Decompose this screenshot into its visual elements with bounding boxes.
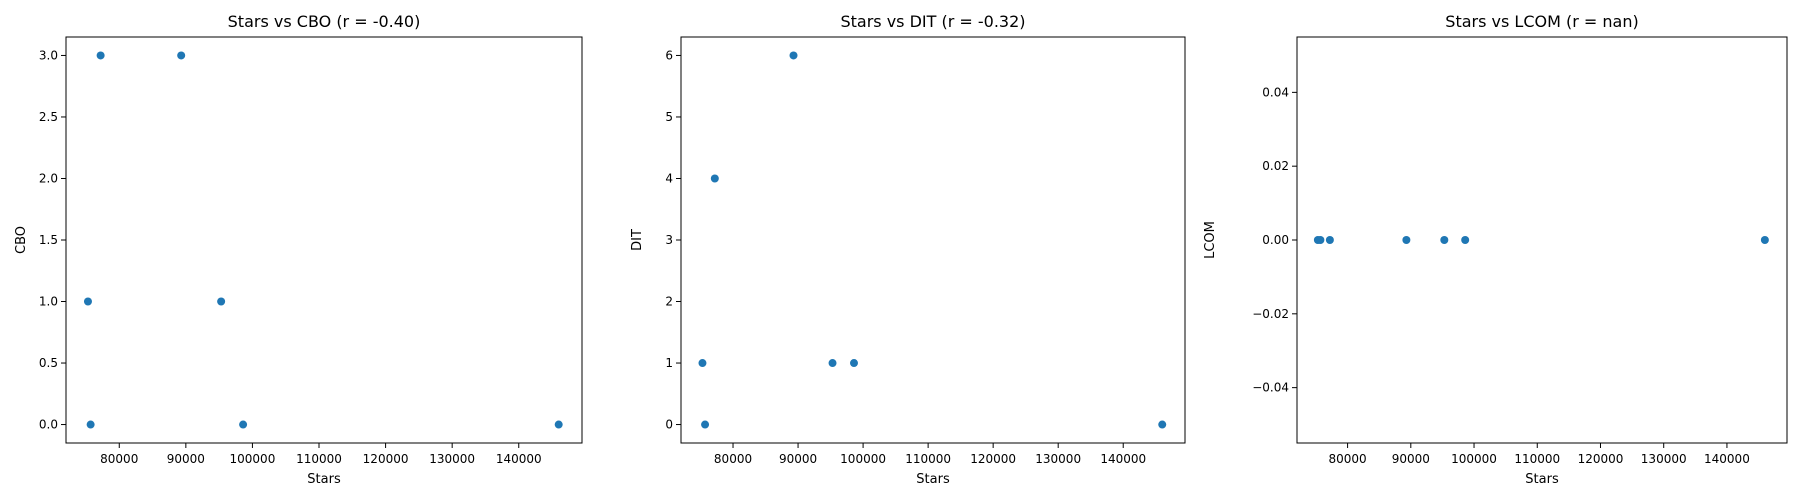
data-point (1440, 236, 1449, 244)
chart-title: Stars vs CBO (r = -0.40) (228, 12, 421, 31)
data-point (1760, 236, 1769, 244)
x-tick-label: 110000 (296, 452, 342, 466)
x-tick-label: 120000 (363, 452, 409, 466)
data-point (217, 297, 226, 306)
y-tick-label: 3.0 (39, 48, 58, 62)
y-tick-label: −0.04 (1252, 381, 1289, 395)
x-tick-label: 140000 (496, 452, 542, 466)
data-point (554, 420, 563, 429)
x-axis-label: Stars (1525, 472, 1559, 487)
data-point (1461, 236, 1470, 244)
x-tick-label: 140000 (1100, 452, 1146, 466)
plot-frame (680, 36, 1186, 444)
data-point (828, 359, 837, 368)
data-point (1158, 420, 1167, 429)
x-tick-label: 100000 (840, 452, 886, 466)
y-tick-label: 2.5 (39, 110, 58, 124)
y-tick-label: 2 (665, 295, 673, 309)
y-tick-label: 6 (665, 48, 673, 62)
x-tick-label: 80000 (714, 452, 752, 466)
x-tick-label: 130000 (1641, 452, 1687, 466)
y-tick-label: 0.02 (1262, 159, 1289, 173)
x-axis-label: Stars (307, 472, 341, 487)
x-tick-label: 90000 (167, 452, 205, 466)
data-point (849, 359, 858, 368)
y-tick-label: 1 (665, 356, 673, 370)
data-point (86, 420, 95, 429)
y-tick-label: 0.00 (1262, 233, 1289, 247)
data-point (1325, 236, 1334, 244)
data-point (239, 420, 248, 429)
y-axis-label: LCOM (1203, 221, 1218, 259)
y-tick-label: 5 (665, 110, 673, 124)
x-tick-label: 100000 (1451, 452, 1497, 466)
data-point (710, 174, 719, 183)
y-tick-label: 0 (665, 418, 673, 432)
data-point (698, 359, 707, 368)
data-point (1402, 236, 1411, 244)
y-tick-label: 1.0 (39, 295, 58, 309)
data-point (1316, 236, 1325, 244)
x-tick-label: 110000 (1514, 452, 1560, 466)
y-tick-label: 2.0 (39, 171, 58, 185)
plot-frame (1296, 36, 1788, 444)
x-tick-label: 130000 (1035, 452, 1081, 466)
y-tick-label: 0.0 (39, 418, 58, 432)
chart-panel-3: 80000 90000 100000 110000 120000 130000 140000… (1203, 12, 1788, 487)
y-axis-label: CBO (14, 226, 29, 254)
x-tick-label: 140000 (1704, 452, 1750, 466)
x-tick-label: 130000 (429, 452, 475, 466)
data-point (177, 51, 186, 60)
x-tick-label: 120000 (1578, 452, 1624, 466)
y-tick-label: 4 (665, 171, 673, 185)
chart-title: Stars vs DIT (r = -0.32) (840, 12, 1025, 31)
data-point (789, 51, 798, 60)
chart-panel-1: 80000 90000 100000 110000 120000 130000 140000… (14, 12, 583, 487)
y-tick-label: 0.5 (39, 356, 58, 370)
y-tick-label: 3 (665, 233, 673, 247)
data-point (96, 51, 105, 60)
x-tick-label: 100000 (230, 452, 276, 466)
data-point (701, 420, 710, 429)
x-tick-label: 80000 (1328, 452, 1366, 466)
plot-frame (65, 36, 583, 444)
x-tick-label: 80000 (100, 452, 138, 466)
y-tick-label: 0.04 (1262, 85, 1289, 99)
x-tick-label: 120000 (970, 452, 1016, 466)
x-axis-label: Stars (916, 472, 950, 487)
data-point (83, 297, 92, 306)
x-tick-label: 110000 (905, 452, 951, 466)
x-tick-label: 90000 (779, 452, 817, 466)
chart-title: Stars vs LCOM (r = nan) (1445, 12, 1638, 31)
chart-panel-2: 80000 90000 100000 110000 120000 130000 140000… (630, 12, 1186, 487)
x-tick-label: 90000 (1392, 452, 1430, 466)
y-tick-label: −0.02 (1252, 307, 1289, 321)
y-axis-label: DIT (630, 229, 645, 251)
y-tick-label: 1.5 (39, 233, 58, 247)
